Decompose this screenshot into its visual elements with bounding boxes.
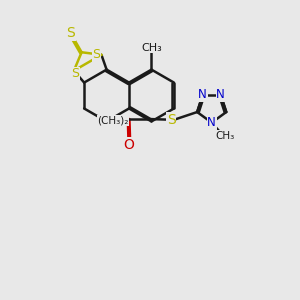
Text: N: N <box>102 115 112 128</box>
Text: N: N <box>216 88 225 101</box>
Text: N: N <box>198 88 207 101</box>
Text: CH₃: CH₃ <box>216 131 235 141</box>
Text: (CH₃)₂: (CH₃)₂ <box>97 116 128 126</box>
Text: S: S <box>71 67 80 80</box>
Text: S: S <box>66 26 75 40</box>
Text: CH₃: CH₃ <box>141 43 162 52</box>
Text: N: N <box>207 116 216 129</box>
Text: O: O <box>123 138 134 152</box>
Text: S: S <box>167 113 176 127</box>
Text: S: S <box>92 48 100 61</box>
